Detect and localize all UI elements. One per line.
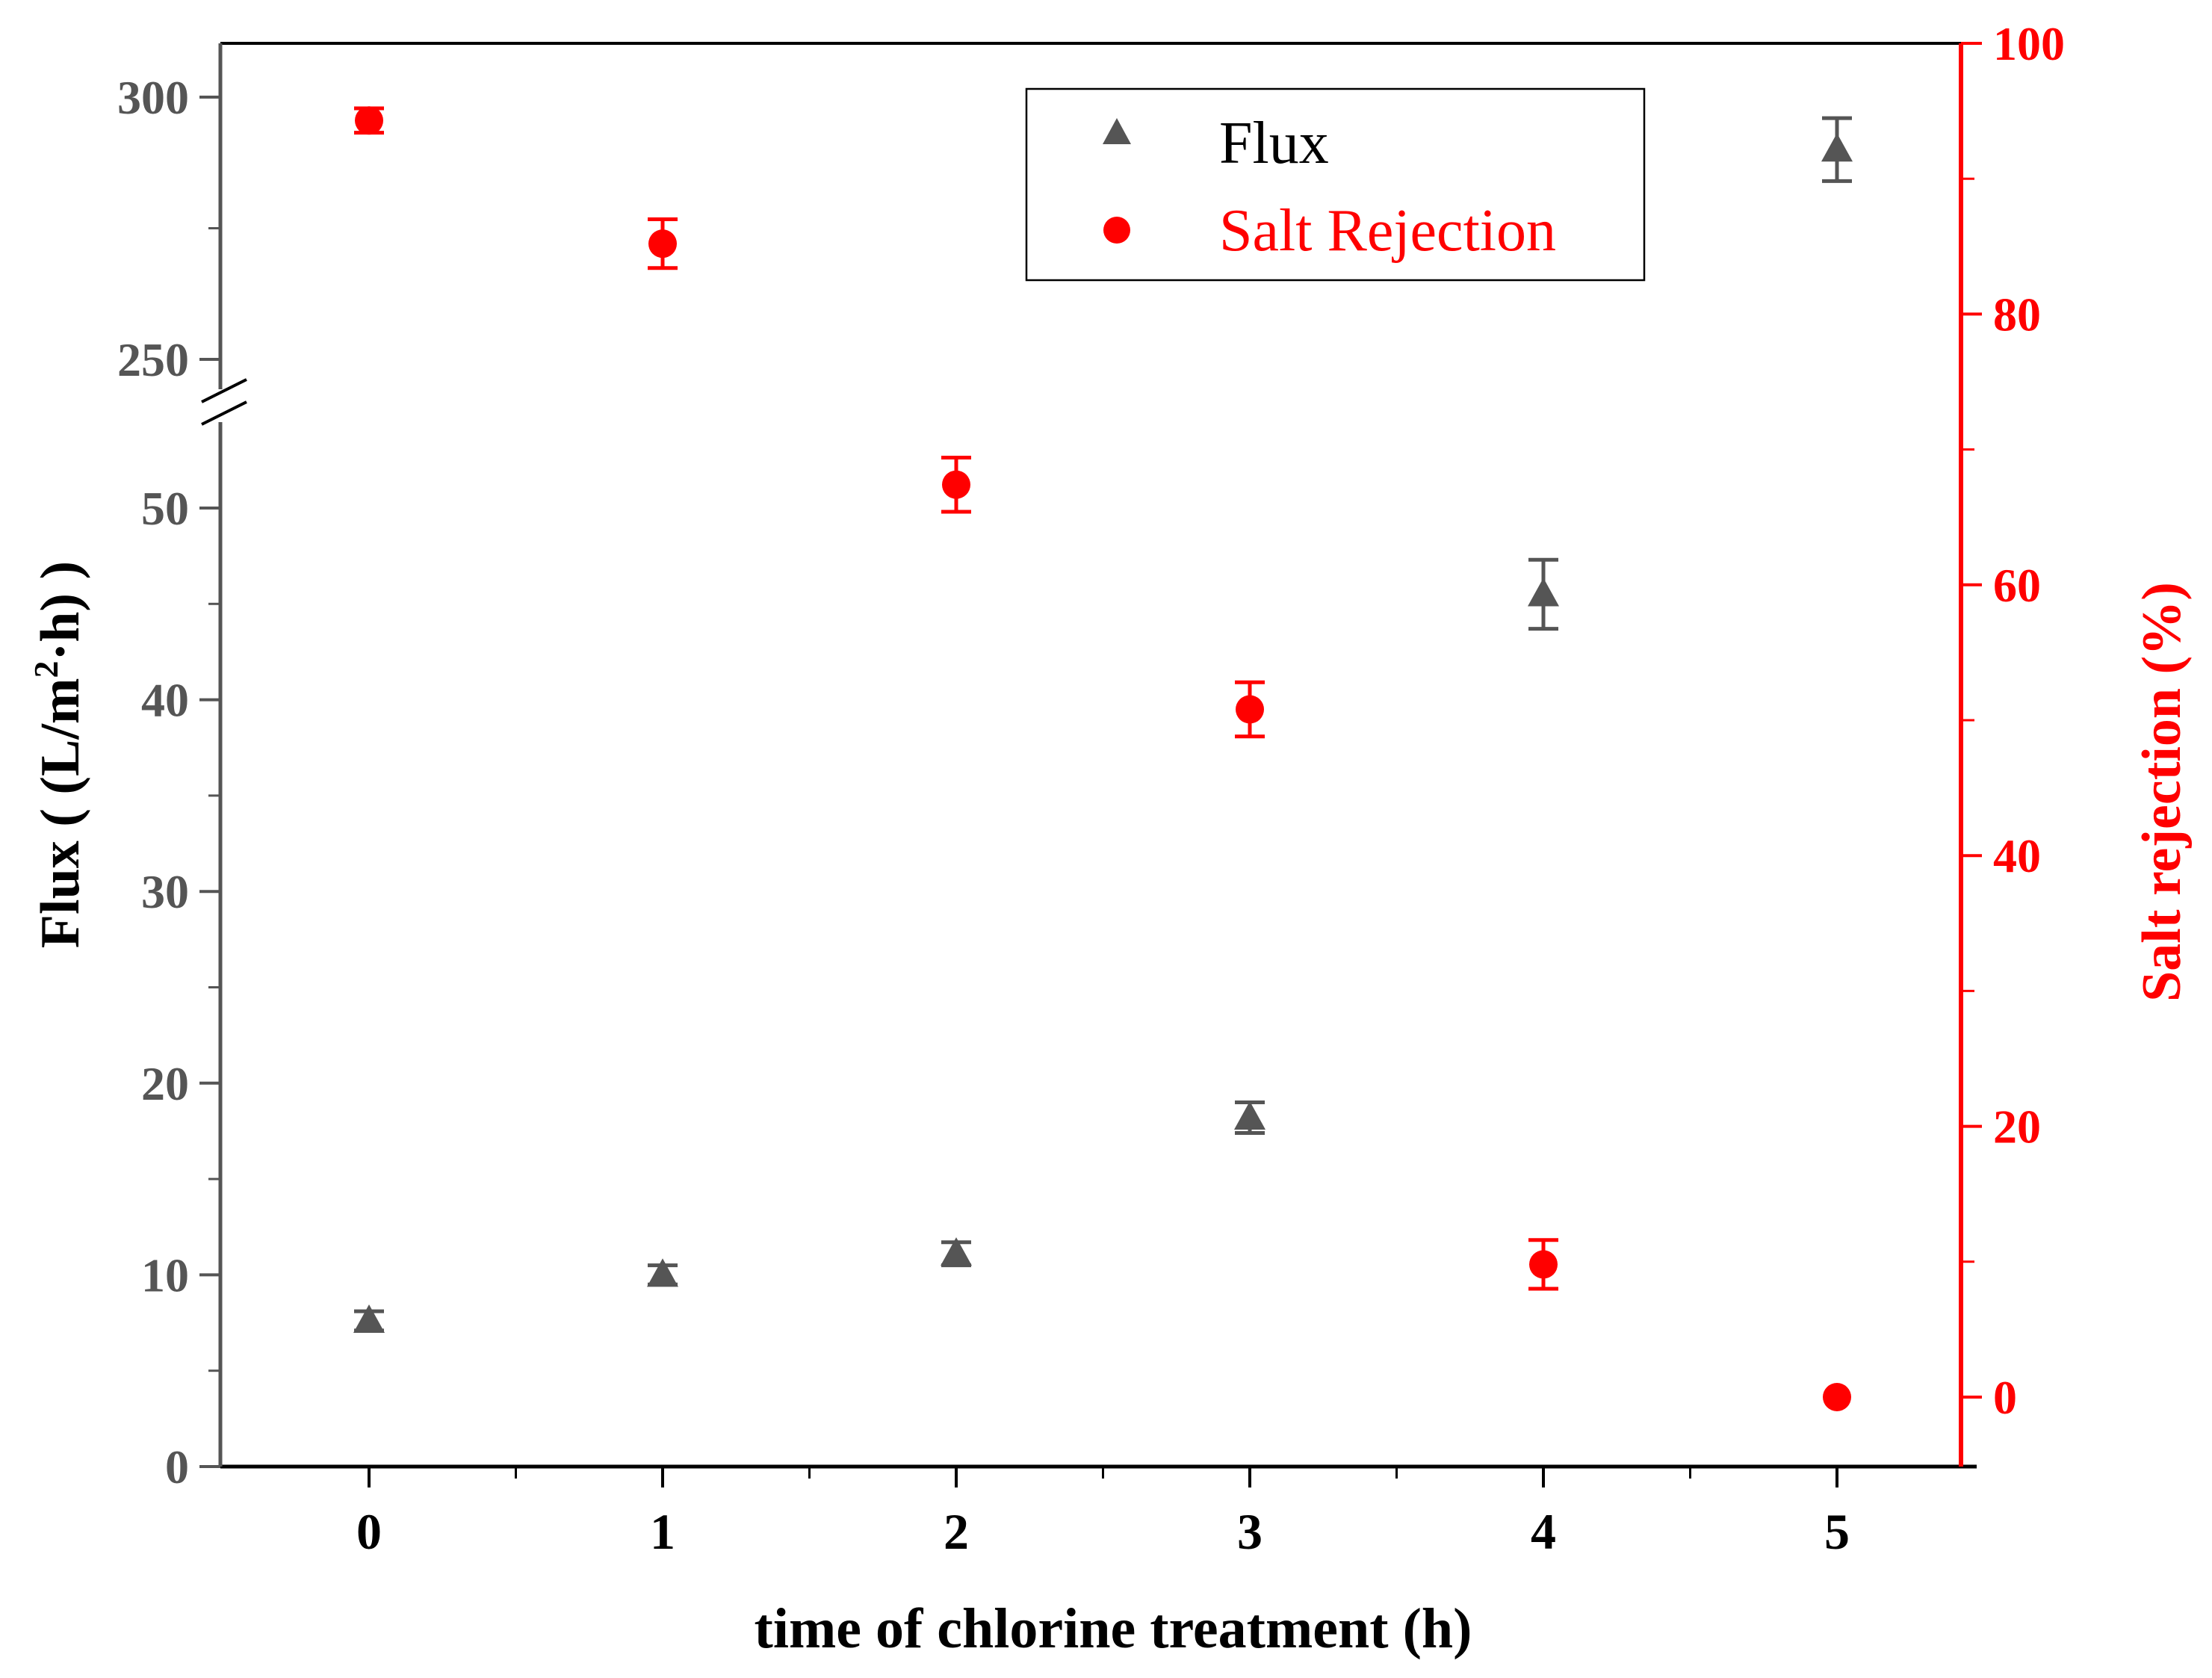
left-tick-label: 40 xyxy=(141,674,189,727)
legend: Flux Salt Rejection xyxy=(1025,87,1646,282)
right-tick-label: 40 xyxy=(1993,829,2041,882)
left-axis: 0 10 20 30 40 50 250 300 xyxy=(117,71,220,1493)
left-axis-title-prefix: Flux ( (L/m xyxy=(30,678,91,948)
x-tick-label: 3 xyxy=(1237,1503,1263,1560)
right-tick-label: 20 xyxy=(1993,1100,2041,1154)
left-tick-label: 30 xyxy=(141,865,189,918)
x-tick-label: 5 xyxy=(1824,1503,1850,1560)
x-tick-label: 4 xyxy=(1531,1503,1556,1560)
right-tick-label: 80 xyxy=(1993,288,2041,341)
axis-break-mark xyxy=(201,378,247,403)
right-tick-label: 0 xyxy=(1993,1371,2017,1424)
left-tick-label: 50 xyxy=(141,482,189,535)
data-marks xyxy=(353,106,1853,1411)
left-axis-title-superscript: 2 xyxy=(27,660,65,678)
right-tick-label: 100 xyxy=(1993,17,2065,70)
flux-point xyxy=(1528,578,1559,607)
salt-rejection-point xyxy=(1529,1250,1558,1279)
left-tick-label: 0 xyxy=(165,1440,189,1493)
left-axis-title-suffix: ·h) ) xyxy=(30,561,91,661)
x-axis: 0 1 2 3 4 5 xyxy=(356,1467,1850,1560)
left-tick-label: 20 xyxy=(141,1057,189,1110)
right-tick-label: 60 xyxy=(1993,559,2041,612)
flux-point xyxy=(1821,133,1853,162)
left-tick-label: 10 xyxy=(141,1248,189,1301)
legend-flux-marker xyxy=(1103,118,1131,144)
plot-frame xyxy=(201,42,1977,1469)
x-tick-label: 0 xyxy=(356,1503,382,1560)
right-axis-title: Salt rejection (%) xyxy=(2131,582,2193,1002)
axis-break-mark xyxy=(201,400,247,426)
x-tick-label: 1 xyxy=(650,1503,675,1560)
flux-point xyxy=(647,1258,678,1287)
salt-rejection-point xyxy=(648,229,677,258)
flux-point xyxy=(1234,1100,1265,1130)
x-axis-title: time of chlorine treatment (h) xyxy=(755,1597,1472,1660)
salt-rejection-point xyxy=(1236,695,1264,724)
left-tick-label: 300 xyxy=(117,71,189,124)
left-axis-title: Flux ( (L/m2·h) ) xyxy=(27,561,91,948)
flux-point xyxy=(353,1304,385,1333)
right-axis: 0 20 40 60 80 100 xyxy=(1961,17,2065,1424)
legend-box xyxy=(1025,87,1646,282)
salt-rejection-point xyxy=(1823,1383,1851,1411)
x-tick-label: 2 xyxy=(944,1503,969,1560)
salt-rejection-point xyxy=(942,470,970,499)
legend-salt-rejection-marker xyxy=(1103,217,1130,244)
left-tick-label: 250 xyxy=(117,333,189,386)
flux-point xyxy=(941,1237,972,1266)
legend-flux-label: Flux xyxy=(1219,111,1329,176)
salt-rejection-point xyxy=(355,106,383,135)
legend-salt-rejection-label: Salt Rejection xyxy=(1219,198,1556,264)
